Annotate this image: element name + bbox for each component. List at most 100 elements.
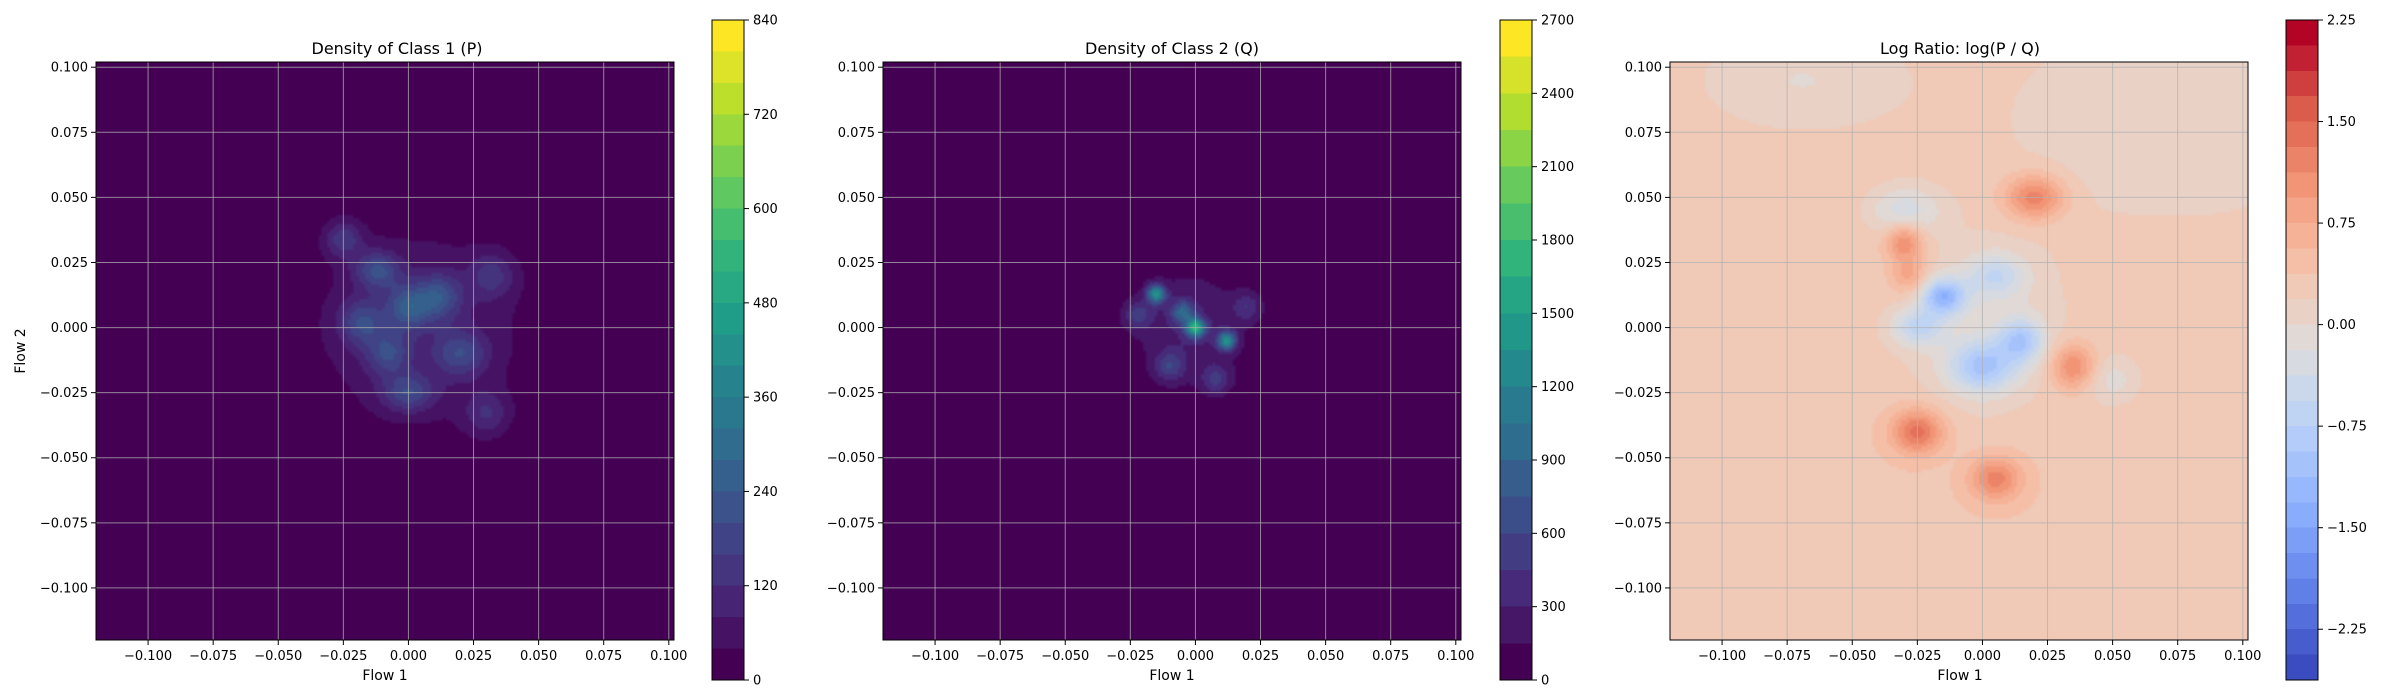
- colorbar-tick-label: −2.25: [2327, 623, 2367, 638]
- y-tick-label: 0.025: [838, 256, 875, 271]
- colorbar-ticks: 0 300 600 900 1200 1500 1800 2100 2400 2700: [1532, 14, 1574, 689]
- colorbar-tick-label: 480: [753, 296, 778, 311]
- x-tick-label: 0.100: [1437, 649, 1474, 664]
- x-tick-label: 0.000: [1177, 649, 1214, 664]
- plot-frame: [1669, 61, 2249, 641]
- y-tick-label: 0.000: [51, 321, 88, 336]
- y-tick-label: −0.050: [1614, 451, 1662, 466]
- x-tick-label: −0.100: [911, 649, 959, 664]
- x-tick-label: 0.050: [520, 649, 557, 664]
- colorbar-tick-label: 300: [1541, 600, 1566, 615]
- y-tick-label: 0.000: [838, 321, 875, 336]
- grid-lines: [96, 62, 674, 640]
- colorbar-tick-label: 600: [753, 202, 778, 217]
- x-tick-label: 0.025: [1242, 649, 1279, 664]
- panel-class1-density: Density of Class 1 (P) −0.100 −0.075 −0.05…: [13, 14, 778, 689]
- colorbar-tick-label: 1800: [1541, 234, 1574, 249]
- y-tick-label: −0.100: [40, 581, 88, 596]
- heatmap-image: [883, 62, 1461, 640]
- axes-ticks: −0.100 −0.075 −0.050 −0.025 0.000 0.025 0.050 0…: [827, 61, 1475, 664]
- y-tick-label: 0.050: [51, 191, 88, 206]
- x-axis-label: Flow 1: [1937, 668, 1982, 684]
- y-tick-label: 0.100: [51, 61, 88, 76]
- colorbar-tick-label: 900: [1541, 454, 1566, 469]
- colorbar-tick-label: −1.50: [2327, 521, 2367, 536]
- colorbar-tick-label: 2700: [1541, 14, 1574, 29]
- x-tick-label: −0.100: [1698, 649, 1746, 664]
- y-tick-label: 0.075: [51, 126, 88, 141]
- chart-title: Log Ratio: log(P / Q): [1880, 39, 2040, 58]
- plot-frame: [95, 61, 675, 641]
- heatmap-image: [96, 62, 674, 640]
- colorbar-tick-label: 2.25: [2327, 14, 2356, 29]
- x-tick-label: −0.075: [1763, 649, 1811, 664]
- y-tick-label: −0.075: [827, 516, 875, 531]
- y-tick-label: −0.025: [40, 386, 88, 401]
- colorbar-image: [1500, 20, 1532, 680]
- colorbar-tick-label: 0: [1541, 674, 1549, 689]
- colorbar-frame: [2285, 19, 2319, 681]
- x-axis-label: Flow 1: [1149, 668, 1194, 684]
- colorbar-image: [712, 20, 744, 680]
- chart-title: Density of Class 1 (P): [312, 39, 483, 58]
- colorbar-tick-label: 240: [753, 485, 778, 500]
- y-tick-label: 0.075: [838, 126, 875, 141]
- x-tick-label: −0.025: [1106, 649, 1154, 664]
- y-tick-label: −0.100: [827, 581, 875, 596]
- x-tick-label: 0.000: [1964, 649, 2001, 664]
- plot-frame: [882, 61, 1462, 641]
- y-tick-label: −0.050: [40, 451, 88, 466]
- grid-lines: [1670, 62, 2248, 640]
- x-tick-label: 0.100: [650, 649, 687, 664]
- colorbar-tick-label: 840: [753, 14, 778, 29]
- x-tick-label: 0.050: [1307, 649, 1344, 664]
- x-tick-label: 0.075: [1372, 649, 1409, 664]
- colorbar-tick-label: −0.75: [2327, 420, 2367, 435]
- colorbar-tick-label: 2100: [1541, 160, 1574, 175]
- x-tick-label: 0.025: [455, 649, 492, 664]
- colorbar-tick-label: 1500: [1541, 307, 1574, 322]
- x-tick-label: 0.025: [2029, 649, 2066, 664]
- colorbar-tick-label: 0.00: [2327, 318, 2356, 333]
- y-axis-label: Flow 2: [13, 328, 29, 373]
- y-tick-label: −0.050: [827, 451, 875, 466]
- grid-lines: [883, 62, 1461, 640]
- x-tick-label: −0.075: [976, 649, 1024, 664]
- colorbar-ticks: 0 120 240 360 480 600 720 840: [744, 14, 778, 689]
- y-tick-label: −0.075: [40, 516, 88, 531]
- colorbar-tick-label: 1200: [1541, 380, 1574, 395]
- y-tick-label: 0.100: [1625, 61, 1662, 76]
- y-tick-label: −0.075: [1614, 516, 1662, 531]
- colorbar-image: [2286, 20, 2318, 680]
- colorbar-frame: [1499, 19, 1533, 681]
- heatmap-image: [1670, 62, 2248, 640]
- x-tick-label: 0.075: [2159, 649, 2196, 664]
- x-tick-label: −0.025: [1893, 649, 1941, 664]
- x-axis-label: Flow 1: [362, 668, 407, 684]
- x-tick-label: −0.050: [254, 649, 302, 664]
- x-tick-label: −0.050: [1041, 649, 1089, 664]
- x-tick-label: 0.100: [2224, 649, 2261, 664]
- panel-log-ratio: Log Ratio: log(P / Q) −0.100 −0.075 −0.050…: [1614, 14, 2367, 685]
- x-tick-label: 0.050: [2094, 649, 2131, 664]
- y-tick-label: −0.025: [1614, 386, 1662, 401]
- y-tick-label: 0.000: [1625, 321, 1662, 336]
- axes-ticks: −0.100 −0.075 −0.050 −0.025 0.000 0.025 0.050 0…: [40, 61, 688, 664]
- x-tick-label: −0.075: [189, 649, 237, 664]
- x-tick-label: −0.050: [1828, 649, 1876, 664]
- chart-title: Density of Class 2 (Q): [1085, 39, 1259, 58]
- colorbar-tick-label: 2400: [1541, 87, 1574, 102]
- y-tick-label: 0.025: [51, 256, 88, 271]
- x-tick-label: −0.100: [124, 649, 172, 664]
- colorbar-ticks: −2.25 −1.50 −0.75 0.00 0.75 1.50 2.25: [2318, 14, 2367, 638]
- y-tick-label: 0.050: [1625, 191, 1662, 206]
- x-tick-label: 0.000: [390, 649, 427, 664]
- y-tick-label: 0.025: [1625, 256, 1662, 271]
- y-tick-label: 0.075: [1625, 126, 1662, 141]
- y-tick-label: −0.100: [1614, 581, 1662, 596]
- colorbar-tick-label: 600: [1541, 527, 1566, 542]
- colorbar-tick-label: 1.50: [2327, 115, 2356, 130]
- colorbar-tick-label: 720: [753, 108, 778, 123]
- y-tick-label: −0.025: [827, 386, 875, 401]
- colorbar-tick-label: 120: [753, 579, 778, 594]
